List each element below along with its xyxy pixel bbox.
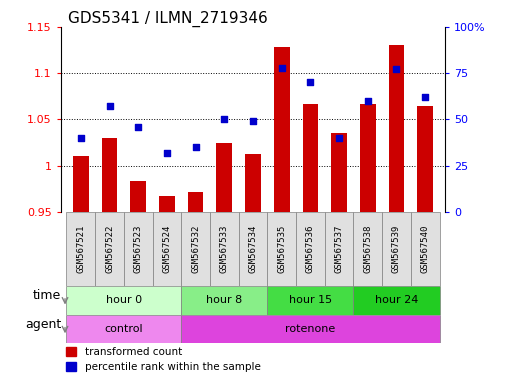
Bar — [238, 212, 267, 286]
Text: hour 24: hour 24 — [374, 295, 417, 305]
Bar — [181, 286, 267, 314]
Point — [248, 118, 257, 124]
Legend: transformed count, percentile rank within the sample: transformed count, percentile rank withi… — [66, 347, 260, 372]
Bar — [302, 104, 318, 212]
Bar — [359, 104, 375, 212]
Text: time: time — [33, 290, 61, 303]
Text: GSM567534: GSM567534 — [248, 225, 257, 273]
Point — [334, 135, 342, 141]
Bar — [244, 154, 261, 212]
Text: agent: agent — [25, 318, 61, 331]
Bar — [324, 212, 353, 286]
Text: GSM567537: GSM567537 — [334, 225, 343, 273]
Bar — [152, 212, 181, 286]
Bar — [102, 138, 117, 212]
Point — [277, 65, 285, 71]
Text: GSM567522: GSM567522 — [105, 225, 114, 273]
Text: hour 15: hour 15 — [288, 295, 331, 305]
Bar — [124, 212, 152, 286]
Bar — [267, 212, 295, 286]
Text: GSM567521: GSM567521 — [76, 225, 85, 273]
Bar — [331, 133, 346, 212]
Text: GSM567540: GSM567540 — [420, 225, 429, 273]
Bar — [295, 212, 324, 286]
Point — [191, 144, 199, 150]
Bar — [210, 212, 238, 286]
Text: GSM567532: GSM567532 — [191, 225, 199, 273]
Bar — [66, 286, 181, 314]
Text: hour 8: hour 8 — [206, 295, 242, 305]
Bar — [353, 212, 381, 286]
Bar — [181, 314, 439, 343]
Bar — [66, 314, 181, 343]
Text: GDS5341 / ILMN_2719346: GDS5341 / ILMN_2719346 — [68, 11, 268, 27]
Text: GSM567535: GSM567535 — [277, 225, 286, 273]
Bar — [417, 106, 432, 212]
Text: GSM567538: GSM567538 — [363, 225, 372, 273]
Text: GSM567524: GSM567524 — [162, 225, 171, 273]
Point — [163, 150, 171, 156]
Point — [134, 124, 142, 130]
Bar — [388, 45, 403, 212]
Text: GSM567539: GSM567539 — [391, 225, 400, 273]
Bar — [187, 192, 203, 212]
Bar — [410, 212, 439, 286]
Bar — [66, 212, 95, 286]
Point — [363, 98, 371, 104]
Bar — [159, 196, 174, 212]
Bar — [353, 286, 439, 314]
Bar — [181, 212, 210, 286]
Point — [220, 116, 228, 122]
Point — [306, 79, 314, 86]
Point — [77, 135, 85, 141]
Point — [420, 94, 428, 100]
Bar — [73, 156, 88, 212]
Point — [105, 103, 113, 109]
Bar — [381, 212, 410, 286]
Text: hour 0: hour 0 — [106, 295, 141, 305]
Text: rotenone: rotenone — [285, 324, 335, 334]
Bar — [95, 212, 124, 286]
Text: control: control — [105, 324, 143, 334]
Text: GSM567523: GSM567523 — [133, 225, 142, 273]
Text: GSM567536: GSM567536 — [306, 225, 314, 273]
Bar — [267, 286, 353, 314]
Text: GSM567533: GSM567533 — [219, 225, 228, 273]
Bar — [130, 181, 146, 212]
Bar — [216, 142, 232, 212]
Bar — [273, 47, 289, 212]
Point — [392, 66, 400, 73]
